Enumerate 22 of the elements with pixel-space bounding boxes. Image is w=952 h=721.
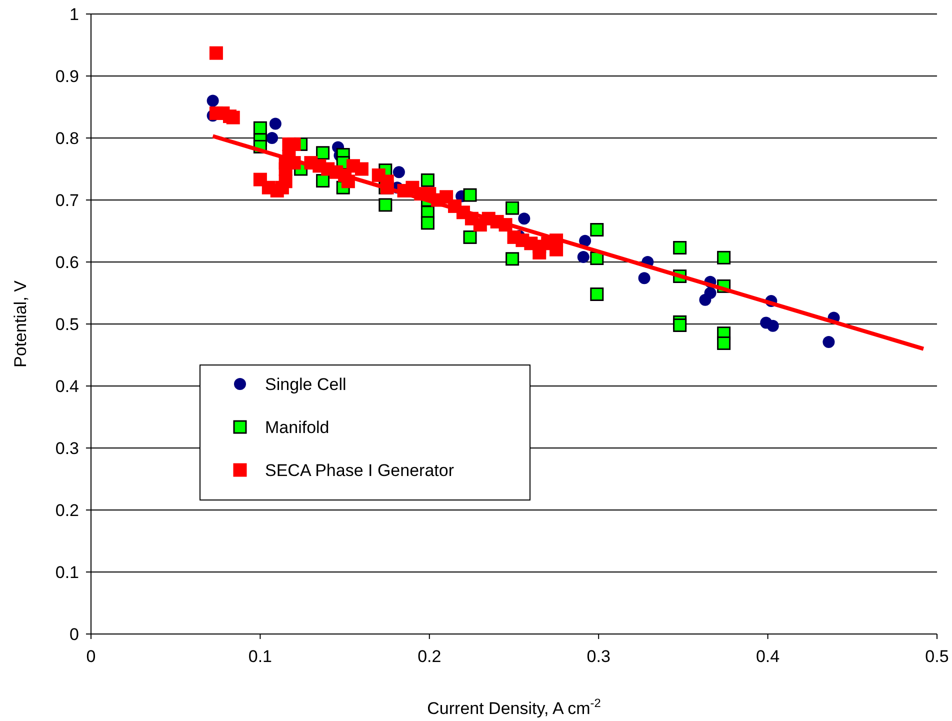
x-axis-title: Current Density, A cm$^{-2}$ [427, 696, 602, 718]
y-tick-label: 0 [70, 624, 79, 644]
y-tick-label: 0.3 [55, 438, 79, 458]
y-tick-label: 0.9 [55, 66, 79, 86]
legend-label: Single Cell [265, 374, 346, 394]
y-tick-label: 0.4 [55, 376, 79, 396]
y-tick-label: 0.6 [55, 252, 79, 272]
legend-label: Manifold [265, 418, 330, 437]
x-tick-label: 0.1 [248, 647, 272, 666]
x-tick-label: 0.3 [586, 647, 610, 666]
y-tick-label: 1 [70, 4, 79, 24]
y-tick-label: 0.2 [55, 500, 79, 520]
y-tick-label: 0.8 [55, 128, 79, 148]
x-tick-label: 0.2 [418, 647, 442, 666]
x-tick-label: 0.5 [925, 647, 949, 666]
legend-label: SECA Phase I Generator [265, 460, 454, 480]
y-tick-label: 0.7 [55, 190, 79, 210]
x-tick-label: 0 [86, 647, 96, 666]
y-tick-label: 0.5 [55, 314, 79, 334]
y-axis-title: Potential, V [11, 280, 30, 368]
y-tick-label: 0.1 [55, 562, 79, 582]
x-tick-label: 0.4 [756, 647, 780, 666]
